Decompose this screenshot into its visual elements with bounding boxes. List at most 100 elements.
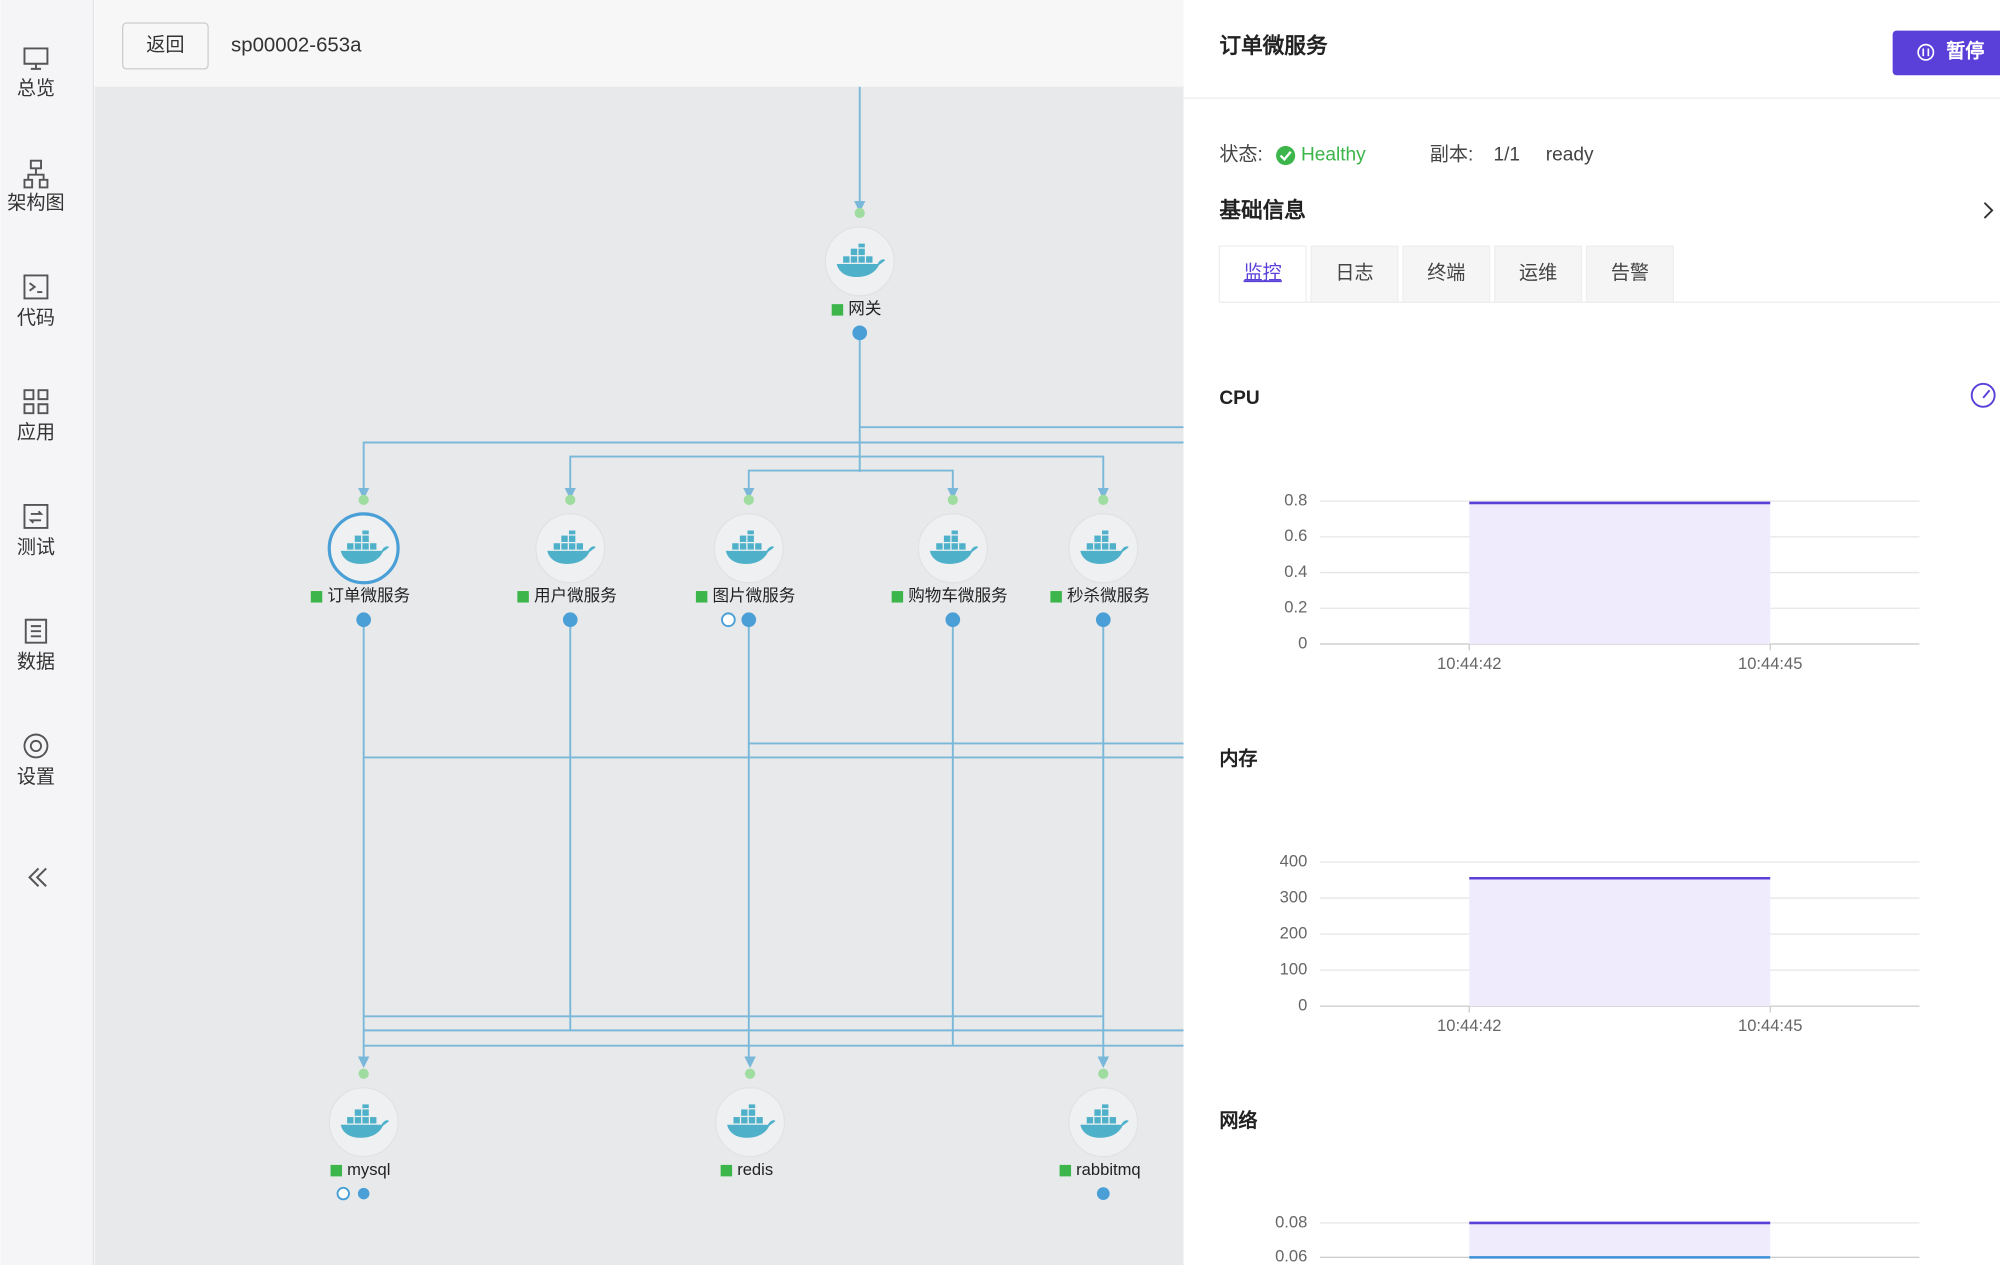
x-tick-label: 10:44:45 [1738, 1016, 1802, 1035]
tab[interactable] [1585, 245, 1674, 303]
y-tick-label: 400 [1280, 851, 1308, 870]
node-label[interactable]: rabbitmq [1076, 1160, 1140, 1179]
status-square [1059, 1164, 1072, 1177]
area [1469, 878, 1771, 1007]
nav-label[interactable]: 应用 [17, 422, 55, 444]
in-port [1098, 1068, 1109, 1079]
y-tick-label: 0.06 [1275, 1247, 1307, 1265]
tab-label[interactable]: 运维 [1519, 262, 1557, 284]
in-port [854, 207, 865, 219]
nav-label[interactable]: 总览 [17, 77, 55, 99]
ready: ready [1546, 145, 1594, 166]
nav-icon[interactable] [23, 159, 49, 189]
tab[interactable] [1218, 245, 1307, 303]
canvas [94, 0, 1184, 1265]
x-tick-label: 10:44:45 [1738, 654, 1802, 673]
nav-label[interactable]: 设置 [17, 766, 55, 788]
status-square [517, 591, 529, 603]
y-tick-label: 0 [1298, 996, 1307, 1015]
nav-label[interactable]: 架构图 [7, 192, 64, 214]
in-port [947, 494, 958, 505]
panel-title: 订单微服务 [1219, 33, 1328, 58]
status: Healthy [1301, 145, 1366, 166]
area [1469, 502, 1771, 644]
expand-icon[interactable] [1983, 202, 1994, 219]
nav-label[interactable]: 代码 [17, 307, 55, 329]
nav-icon[interactable] [23, 274, 49, 300]
out-port [336, 1186, 350, 1201]
node-label[interactable]: mysql [347, 1160, 390, 1179]
y-tick-label: 100 [1280, 959, 1308, 978]
edges [357, 86, 1184, 1068]
charts: CPU 0 0.2 0.4 0.6 0.8 10:44:42 10:44:45 内存 0 100 20… [1219, 388, 1920, 1265]
out-port [1095, 612, 1111, 628]
replicas-label: 副本: [1430, 144, 1474, 166]
tab[interactable] [1494, 245, 1583, 303]
node-label[interactable]: 图片微服务 [712, 586, 795, 605]
out-port [356, 612, 372, 628]
tab-label[interactable]: 告警 [1611, 262, 1649, 284]
nav-label[interactable]: 数据 [17, 651, 55, 673]
replicas: 1/1 [1494, 145, 1521, 166]
y-tick-label: 0.2 [1284, 598, 1307, 617]
collapse-icon[interactable] [28, 867, 47, 887]
nav-icon[interactable] [23, 47, 49, 70]
nav-icon[interactable] [23, 389, 49, 415]
in-port [743, 494, 754, 505]
in-port [358, 494, 369, 505]
y-tick-label: 0.4 [1284, 562, 1307, 581]
back-label: 返回 [146, 34, 184, 56]
status-icon [1276, 146, 1296, 166]
in-port [358, 1068, 369, 1079]
y-tick-label: 0.08 [1275, 1212, 1307, 1231]
chart-title: 内存 [1219, 747, 1257, 770]
nav-icon[interactable] [23, 733, 49, 759]
chart-title: CPU [1219, 388, 1259, 409]
pause-icon-bars [1922, 48, 1930, 57]
node-label[interactable]: 秒杀微服务 [1067, 586, 1150, 605]
in-port [1098, 494, 1109, 505]
tab-label[interactable]: 终端 [1427, 262, 1465, 284]
y-tick-label: 300 [1280, 887, 1308, 906]
nav-label[interactable]: 测试 [17, 536, 55, 558]
tab-label[interactable]: 日志 [1335, 262, 1373, 284]
status-square [310, 591, 323, 603]
header [94, 0, 1184, 87]
tab[interactable] [1310, 245, 1399, 303]
out-port [852, 325, 868, 341]
area [1469, 1222, 1771, 1258]
out-port [721, 612, 736, 628]
status-square [720, 1164, 733, 1177]
node-label[interactable]: redis [737, 1160, 773, 1179]
status-label: 状态: [1219, 144, 1263, 166]
y-tick-label: 200 [1280, 923, 1308, 942]
node-label[interactable]: 网关 [848, 299, 881, 318]
chart-title: 网络 [1219, 1109, 1257, 1132]
status-square [891, 591, 904, 603]
nav-icon[interactable] [23, 504, 49, 529]
back-button[interactable] [122, 22, 209, 70]
node-label[interactable]: 订单微服务 [327, 586, 410, 605]
section-title: 基础信息 [1219, 197, 1306, 222]
in-port [565, 494, 576, 505]
x-tick-label: 10:44:42 [1437, 1016, 1501, 1035]
out-port [741, 612, 757, 628]
gauge-icon[interactable] [1970, 382, 1996, 408]
status-square [831, 304, 844, 316]
out-port [357, 1187, 370, 1200]
y-tick-label: 0 [1298, 633, 1307, 652]
tab[interactable] [1402, 245, 1491, 303]
pause-icon [1917, 43, 1935, 61]
node-label[interactable]: 购物车微服务 [908, 586, 1007, 605]
y-tick-label: 0.6 [1284, 526, 1307, 545]
node-label[interactable]: 用户微服务 [534, 586, 617, 605]
pause-button[interactable] [1892, 30, 2000, 76]
tab-label[interactable]: 监控 [1244, 262, 1282, 284]
service-id: sp00002-653a [231, 34, 362, 56]
out-port [945, 612, 961, 628]
nav-icon[interactable] [24, 618, 48, 644]
out-port [1096, 1187, 1110, 1200]
